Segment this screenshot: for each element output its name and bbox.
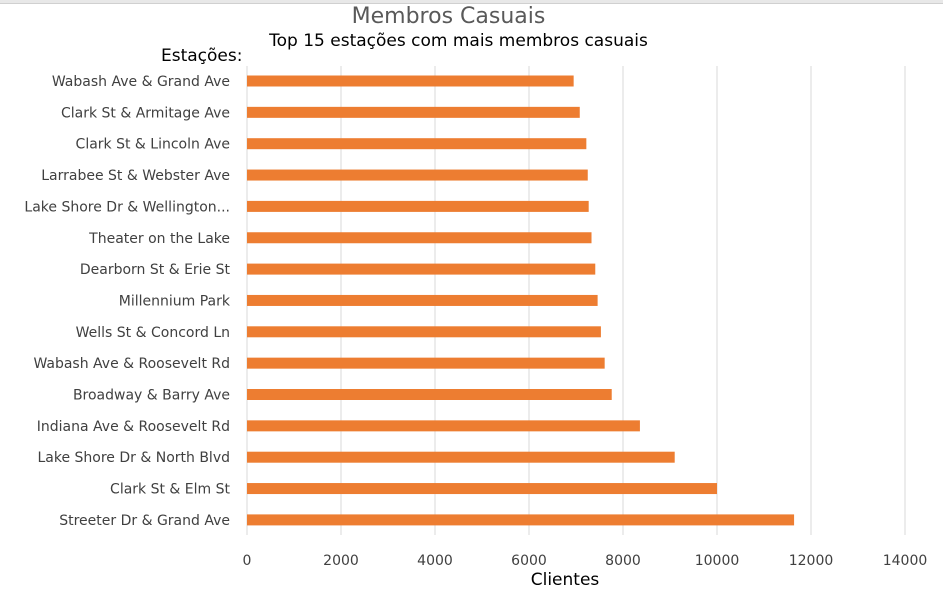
bar <box>247 263 596 275</box>
bar <box>247 483 717 495</box>
x-tick-label: 0 <box>243 553 252 569</box>
bar <box>247 357 605 369</box>
bar <box>247 294 598 306</box>
category-label: Wabash Ave & Roosevelt Rd <box>33 356 230 372</box>
x-tick-label: 10000 <box>695 553 740 569</box>
x-axis-label: Clientes <box>530 570 600 590</box>
chart-subtitle: Top 15 estações com mais membros casuais <box>269 31 648 51</box>
bar <box>247 169 588 181</box>
x-tick-label: 8000 <box>605 553 641 569</box>
y-axis-label: Estações: <box>161 46 243 66</box>
bar <box>247 232 592 244</box>
bar <box>247 326 601 338</box>
category-label: Theater on the Lake <box>88 231 230 247</box>
bar <box>247 514 795 526</box>
category-label: Broadway & Barry Ave <box>73 388 230 404</box>
category-label: Larrabee St & Webster Ave <box>41 168 230 184</box>
bar <box>247 75 574 87</box>
category-label: Indiana Ave & Roosevelt Rd <box>37 419 230 435</box>
chart-title: Membros Casuais <box>351 4 546 29</box>
window-top-edge <box>0 0 943 4</box>
category-label: Clark St & Lincoln Ave <box>76 137 230 153</box>
x-tick-label: 6000 <box>511 553 547 569</box>
category-label: Wabash Ave & Grand Ave <box>52 74 230 90</box>
bar <box>247 106 580 118</box>
category-label: Streeter Dr & Grand Ave <box>59 513 230 529</box>
x-tick-label: 2000 <box>323 553 359 569</box>
category-label: Dearborn St & Erie St <box>80 262 231 278</box>
bar <box>247 200 589 212</box>
bar <box>247 389 612 400</box>
category-label: Millennium Park <box>119 293 231 309</box>
x-tick-label: 12000 <box>789 553 834 569</box>
bar <box>247 138 587 150</box>
category-label: Wells St & Concord Ln <box>76 325 230 341</box>
category-label: Lake Shore Dr & North Blvd <box>37 450 230 466</box>
category-label: Clark St & Armitage Ave <box>61 105 230 121</box>
category-label: Lake Shore Dr & Wellington... <box>24 199 230 215</box>
x-tick-label: 4000 <box>417 553 453 569</box>
category-label: Clark St & Elm St <box>110 482 230 498</box>
x-tick-label: 14000 <box>883 553 928 569</box>
bar <box>247 451 675 463</box>
bar <box>247 420 640 432</box>
